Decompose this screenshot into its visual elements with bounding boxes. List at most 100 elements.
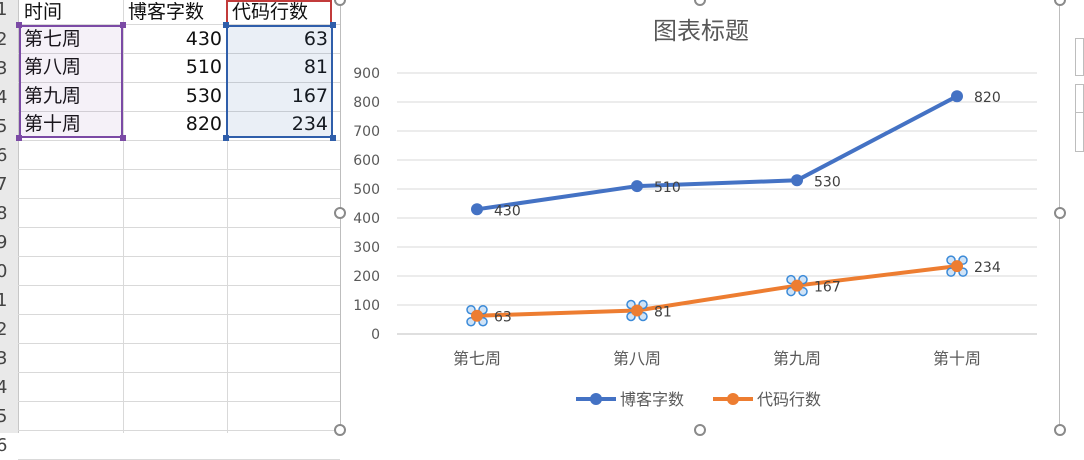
row-number[interactable]: 2 xyxy=(0,319,8,340)
cell-code-lines[interactable]: 81 xyxy=(303,56,328,79)
chart-resize-handle[interactable] xyxy=(334,207,346,219)
data-label: 234 xyxy=(974,260,1001,276)
row-gridline xyxy=(18,256,340,257)
header-cell-blog-words[interactable]: 博客字数 xyxy=(128,1,205,23)
selection-border-red xyxy=(226,0,332,26)
chart-resize-handle[interactable] xyxy=(334,0,346,6)
y-tick-label: 300 xyxy=(353,240,380,256)
row-number[interactable]: 2 xyxy=(0,29,8,50)
chart-resize-handle[interactable] xyxy=(1054,0,1066,6)
row-gridline xyxy=(18,372,340,373)
chart-legend: 博客字数 代码行数 xyxy=(576,390,821,409)
data-point[interactable] xyxy=(951,260,963,273)
series-line[interactable] xyxy=(475,94,959,212)
y-tick-label: 200 xyxy=(353,269,380,285)
row-number[interactable]: 3 xyxy=(0,348,8,369)
legend-marker xyxy=(727,393,739,405)
row-number[interactable]: 1 xyxy=(0,290,8,311)
y-tick-label: 600 xyxy=(353,153,380,169)
line-chart[interactable]: 图表标题 0 100 200 300 400 500 600 700 800 900 第七周 第八周… xyxy=(341,0,1061,433)
row-number[interactable]: 3 xyxy=(0,58,8,79)
legend-marker xyxy=(590,393,602,405)
x-tick-label: 第九周 xyxy=(773,349,821,368)
chart-gridlines xyxy=(397,72,1037,335)
legend-label[interactable]: 代码行数 xyxy=(757,390,821,409)
range-handle[interactable] xyxy=(223,135,229,141)
row-number[interactable]: 6 xyxy=(0,435,8,456)
data-label: 81 xyxy=(654,305,672,321)
range-handle[interactable] xyxy=(223,22,229,28)
x-tick-label: 第十周 xyxy=(933,349,981,368)
data-point[interactable] xyxy=(631,180,643,193)
data-point[interactable] xyxy=(471,203,483,216)
y-tick-label: 100 xyxy=(353,298,380,314)
row-gridline xyxy=(18,140,340,141)
row-gridline xyxy=(18,227,340,228)
chart-resize-handle[interactable] xyxy=(694,0,706,6)
selection-range-code-lines xyxy=(226,25,333,138)
column-gridline xyxy=(123,0,124,433)
cell-code-lines[interactable]: 234 xyxy=(291,112,328,135)
range-handle[interactable] xyxy=(16,135,22,141)
data-label: 430 xyxy=(494,203,521,219)
row-number[interactable]: 8 xyxy=(0,203,8,224)
side-panel-edge xyxy=(1075,112,1084,152)
chart-area[interactable]: 图表标题 0 100 200 300 400 500 600 700 800 900 第七周 第八周… xyxy=(340,0,1060,433)
range-handle[interactable] xyxy=(330,22,336,28)
range-handle[interactable] xyxy=(120,135,126,141)
row-gridline xyxy=(18,169,340,170)
data-point[interactable] xyxy=(631,304,643,317)
data-label: 167 xyxy=(814,280,841,296)
cell-code-lines[interactable]: 63 xyxy=(303,28,328,50)
chart-resize-handle[interactable] xyxy=(1054,207,1066,219)
data-label: 510 xyxy=(654,180,681,196)
row-number[interactable]: 4 xyxy=(0,377,8,398)
y-tick-label: 700 xyxy=(353,124,380,140)
chart-resize-handle[interactable] xyxy=(694,424,706,436)
cell-blog-words[interactable]: 530 xyxy=(185,84,222,107)
data-point[interactable] xyxy=(471,309,483,322)
cell-blog-words[interactable]: 430 xyxy=(185,28,222,50)
row-number[interactable]: 4 xyxy=(0,87,8,108)
cell-time[interactable]: 第九周 xyxy=(24,84,82,107)
range-handle[interactable] xyxy=(330,135,336,141)
column-gridline xyxy=(227,0,228,433)
row-gridline xyxy=(18,285,340,286)
cell-time[interactable]: 第七周 xyxy=(24,28,82,50)
y-tick-label: 800 xyxy=(353,95,380,111)
row-gridline xyxy=(18,430,340,431)
legend-label[interactable]: 博客字数 xyxy=(620,390,684,409)
row-number[interactable]: 7 xyxy=(0,174,8,195)
chart-resize-handle[interactable] xyxy=(1054,424,1066,436)
data-label: 820 xyxy=(974,90,1001,106)
row-gridline xyxy=(18,24,340,25)
y-axis-labels: 0 100 200 300 400 500 600 700 800 900 xyxy=(353,66,380,343)
row-number[interactable]: 1 xyxy=(0,0,8,20)
range-handle[interactable] xyxy=(16,22,22,28)
row-gridline xyxy=(18,401,340,402)
header-cell-code-lines[interactable]: 代码行数 xyxy=(232,1,309,23)
header-cell-time[interactable]: 时间 xyxy=(24,1,63,23)
cell-time[interactable]: 第八周 xyxy=(24,56,82,79)
chart-resize-handle[interactable] xyxy=(334,424,346,436)
cell-blog-words[interactable]: 510 xyxy=(185,56,222,79)
cell-code-lines[interactable]: 167 xyxy=(291,84,328,107)
side-panel-edge xyxy=(1075,38,1084,76)
chart-title[interactable]: 图表标题 xyxy=(653,17,749,45)
y-tick-label: 900 xyxy=(353,66,380,82)
row-number[interactable]: 0 xyxy=(0,261,8,282)
cell-time[interactable]: 第十周 xyxy=(24,112,82,135)
row-number[interactable]: 9 xyxy=(0,232,8,253)
data-point[interactable] xyxy=(951,90,963,103)
cell-blog-words[interactable]: 820 xyxy=(185,112,222,135)
range-handle[interactable] xyxy=(120,22,126,28)
data-label: 530 xyxy=(814,174,841,190)
series-line[interactable] xyxy=(475,264,959,318)
row-number[interactable]: 5 xyxy=(0,406,8,427)
row-number[interactable]: 5 xyxy=(0,116,8,137)
x-tick-label: 第八周 xyxy=(613,349,661,368)
data-point[interactable] xyxy=(791,279,803,292)
row-number[interactable]: 6 xyxy=(0,145,8,166)
row-gridline xyxy=(18,53,340,54)
data-point[interactable] xyxy=(791,174,803,187)
